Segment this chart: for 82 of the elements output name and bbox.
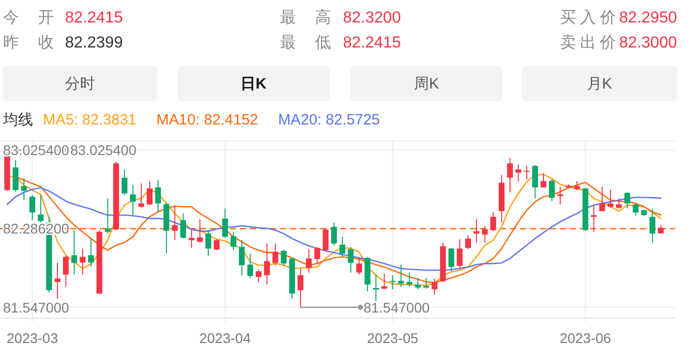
candlestick <box>238 240 245 276</box>
candlestick <box>507 157 513 193</box>
candlestick <box>456 238 463 270</box>
annotation: 83.025400 <box>70 142 137 158</box>
candlestick <box>482 225 488 244</box>
candlestick <box>272 243 278 266</box>
candlestick <box>88 237 94 268</box>
candlestick <box>590 206 597 232</box>
candlestick <box>230 231 236 251</box>
candlestick <box>222 208 228 238</box>
text: 82.2415 <box>343 34 401 52</box>
candlestick <box>71 230 78 276</box>
candlestick <box>616 198 622 209</box>
candlestick <box>38 194 44 223</box>
text: 82.2415 <box>65 10 123 26</box>
candlestick <box>398 264 404 288</box>
candlestick <box>12 160 18 192</box>
text: 82.2950 <box>619 10 678 26</box>
candlestick <box>474 218 480 244</box>
candlestick <box>348 246 354 274</box>
candlestick <box>515 164 522 182</box>
candlestick <box>104 198 111 234</box>
candlestick <box>406 272 412 288</box>
candlestick <box>214 239 220 251</box>
candlestick <box>180 212 186 240</box>
candlestick <box>130 184 136 216</box>
text: 82.2399 <box>65 34 123 52</box>
candlestick <box>146 180 153 206</box>
candlestick <box>331 222 337 246</box>
candlestick <box>21 178 27 201</box>
candlestick <box>414 277 421 290</box>
candlestick <box>322 227 329 252</box>
x-tick-label: 2023-06 <box>560 330 612 346</box>
candlestick <box>373 274 379 302</box>
text: MA10: 82.4152 <box>156 112 258 128</box>
candlestick <box>172 205 178 241</box>
candlestick <box>608 190 614 208</box>
x-tick-label: 2023-04 <box>199 330 251 346</box>
candlestick <box>432 278 438 296</box>
text: 买入价 <box>560 8 620 26</box>
candlestick <box>205 230 212 256</box>
tab: 分时 <box>3 66 157 101</box>
y-tick-label: 81.547000 <box>3 299 70 316</box>
candlestick <box>339 236 346 258</box>
candlestick <box>532 164 538 199</box>
candlestick <box>54 262 60 300</box>
candlestick <box>599 186 606 212</box>
text: MA5: 82.3831 <box>43 112 136 128</box>
x-tick-label: 2023-05 <box>366 330 419 346</box>
candlestick <box>448 247 454 272</box>
candlestick <box>356 257 362 276</box>
candlestick <box>247 253 254 278</box>
candlestick <box>548 178 555 202</box>
text: MA20: 82.5725 <box>278 112 380 128</box>
candlestick <box>280 249 287 266</box>
annotation: 81.547000 <box>363 299 430 316</box>
legend-title: 均线 <box>2 112 33 128</box>
tab: 月K <box>522 66 677 101</box>
text: 卖出价 <box>560 34 620 52</box>
candlestick <box>155 180 161 212</box>
candlestick <box>256 269 262 282</box>
candlestick <box>465 234 471 250</box>
tab: 周K <box>350 66 503 101</box>
candlestick <box>624 192 630 209</box>
candlestick <box>306 248 312 274</box>
candlestick <box>29 194 36 221</box>
tab: 日K <box>177 66 330 101</box>
text: 82.3200 <box>343 10 401 26</box>
candlestick <box>197 218 203 244</box>
candlestick <box>490 211 496 232</box>
text: 82.3000 <box>619 34 678 52</box>
x-tick-label: 2023-03 <box>6 330 58 346</box>
candlestick <box>632 203 639 216</box>
candlestick <box>62 255 69 288</box>
candlestick <box>264 243 270 286</box>
candlestick <box>650 208 656 244</box>
candlestick <box>314 246 320 264</box>
candlestick <box>80 248 86 276</box>
candlestick <box>540 172 546 188</box>
candlestick <box>524 165 530 180</box>
candlestick <box>298 268 304 308</box>
candlestick <box>122 168 128 196</box>
